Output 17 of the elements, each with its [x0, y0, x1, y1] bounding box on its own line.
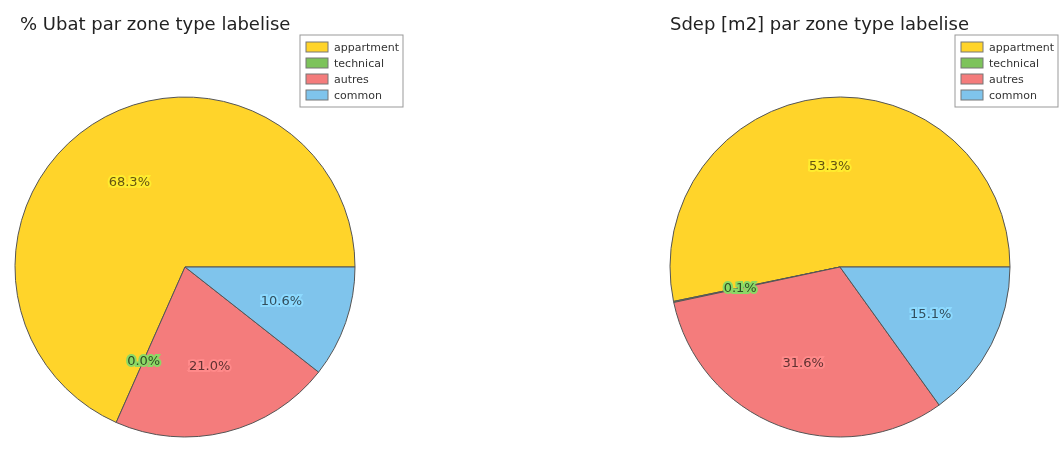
- data-label: 10.6%: [260, 292, 303, 308]
- legend-label: technical: [334, 56, 384, 70]
- chart-title: % Ubat par zone type labelise: [20, 13, 291, 34]
- legend-label: autres: [989, 72, 1025, 86]
- data-label: 31.6%: [782, 354, 824, 370]
- data-label: 15.1%: [910, 306, 952, 322]
- legend-label: autres: [334, 72, 370, 86]
- legend-label: appartment: [989, 40, 1055, 54]
- legend-label: appartment: [334, 40, 400, 54]
- data-label: 53.3%: [808, 158, 851, 174]
- text: 0.0%: [127, 352, 161, 368]
- legend-label: technical: [989, 56, 1039, 70]
- legend-label: common: [334, 88, 382, 102]
- data-label: 68.3%: [108, 174, 151, 190]
- chart-title: Sdep [m2] par zone type labelise: [670, 13, 969, 34]
- legend-label: common: [989, 88, 1037, 102]
- data-label: 21.0%: [188, 358, 231, 374]
